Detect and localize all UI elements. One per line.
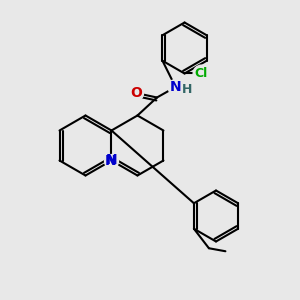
Text: N: N [170, 80, 182, 94]
Text: N: N [106, 154, 117, 167]
Text: H: H [182, 83, 192, 96]
Text: O: O [130, 86, 142, 100]
Text: N: N [105, 154, 117, 168]
Text: Cl: Cl [194, 67, 208, 80]
